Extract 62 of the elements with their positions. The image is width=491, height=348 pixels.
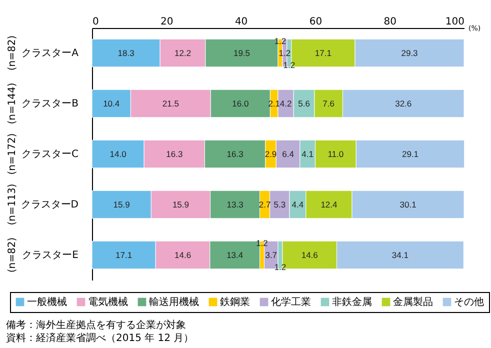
data-label: 12.2	[174, 48, 192, 58]
data-label: 14.6	[174, 250, 192, 260]
data-label: 3.7	[265, 250, 278, 260]
data-label: 7.6	[322, 98, 335, 108]
text: 資料：経済産業省調べ（2015 年 12 月）	[6, 332, 194, 344]
data-label: 14.0	[110, 149, 127, 159]
y-tick-label: クラスターB	[22, 98, 79, 110]
data-label: 16.0	[232, 98, 249, 108]
data-label: 21.5	[162, 98, 180, 108]
data-label: 4.1	[302, 149, 314, 159]
data-label: 6.4	[282, 149, 294, 159]
data-label: 29.1	[402, 149, 419, 159]
text: (n=172)	[7, 133, 18, 175]
text: (n=144)	[7, 82, 18, 124]
legend-label: 輸送用機械	[149, 296, 199, 308]
data-label: 16.3	[226, 149, 244, 159]
data-label: 16.3	[166, 149, 183, 159]
data-label: 34.1	[392, 250, 409, 260]
data-label: 1.2	[283, 60, 296, 70]
data-label: 5.6	[298, 98, 310, 108]
x-tick-label: 20	[160, 16, 174, 28]
data-label: 13.4	[226, 250, 244, 260]
data-label: 15.9	[172, 200, 190, 210]
data-label: 13.3	[226, 200, 244, 210]
data-label: 15.9	[113, 200, 130, 210]
data-label: 1.2	[274, 262, 286, 272]
data-label: 17.1	[116, 250, 132, 260]
x-tick-label: 60	[309, 16, 322, 28]
y-tick-label: クラスターA	[22, 48, 79, 59]
legend-label: 電気機械	[88, 296, 128, 308]
x-tick-label: 40	[234, 16, 248, 28]
legend-label: 化学工業	[271, 296, 311, 308]
data-label: 4.4	[292, 200, 304, 210]
legend-label: 金属製品	[393, 296, 433, 308]
data-label: 12.4	[320, 200, 338, 210]
y-tick-label: クラスターE	[22, 250, 78, 261]
data-label: 1.2	[256, 238, 268, 248]
legend-label: その他	[454, 296, 484, 308]
x-tick-label: 0	[92, 16, 99, 28]
data-label: 17.1	[314, 48, 332, 58]
y-tick-label: クラスターC	[22, 149, 79, 160]
x-tick-label: 80	[384, 16, 396, 28]
data-label: 30.1	[400, 200, 417, 210]
data-label: 11.0	[328, 149, 344, 159]
data-label: 32.6	[395, 98, 412, 108]
data-label: 29.3	[401, 48, 418, 58]
data-label: 14.6	[301, 250, 318, 260]
text: 備考：海外生産拠点を有する企業が対象	[6, 319, 186, 331]
data-label: 5.3	[274, 200, 286, 210]
legend-label: 一般機械	[27, 296, 67, 308]
data-label: 10.4	[103, 98, 120, 108]
legend-label: 鉄鋼業	[220, 296, 250, 308]
text: (n=113)	[7, 184, 18, 226]
y-tick-label: クラスターD	[20, 200, 79, 210]
data-label: 4.2	[280, 98, 292, 108]
text: (n=82)	[7, 237, 18, 273]
data-label: 18.3	[118, 48, 135, 58]
text: (n=82)	[7, 35, 18, 71]
data-label: 1.2	[274, 36, 286, 46]
data-label: 19.5	[233, 48, 250, 58]
legend-label: 非鉄金属	[332, 296, 372, 308]
x-tick-label: 100	[445, 16, 464, 28]
